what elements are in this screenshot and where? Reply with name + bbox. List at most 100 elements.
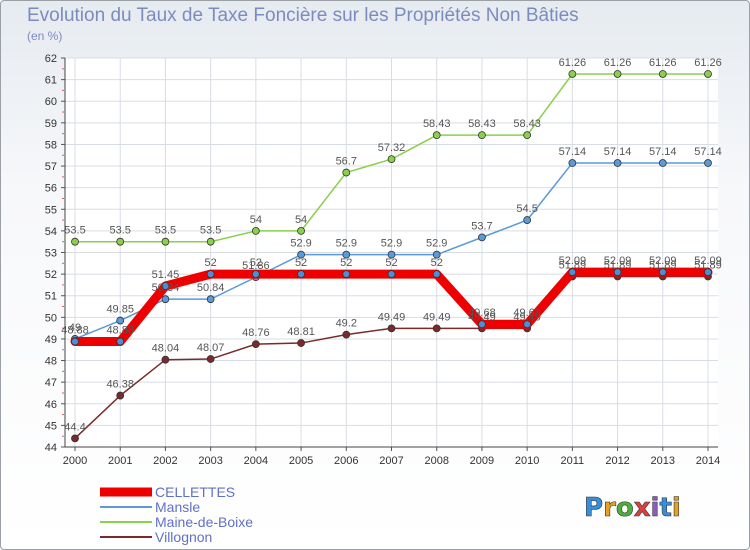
y-tick-label: 48 — [45, 356, 57, 368]
data-label-villognon: 49.49 — [423, 311, 451, 323]
data-label-maine-de-boixe: 58.43 — [468, 118, 496, 130]
y-tick-label: 56 — [45, 183, 57, 195]
y-tick-label: 54 — [45, 226, 57, 238]
data-label-maine-de-boixe: 61.26 — [559, 57, 587, 69]
x-tick-label: 2012 — [605, 455, 629, 467]
data-point-mansle — [658, 159, 667, 167]
data-label-villognon: 51.89 — [649, 259, 677, 271]
data-point-maine-de-boixe — [251, 226, 260, 235]
y-tick-label: 57 — [45, 161, 57, 173]
data-point-maine-de-boixe — [432, 131, 441, 140]
data-point-mansle — [342, 250, 351, 259]
data-label-maine-de-boixe: 61.26 — [604, 57, 632, 69]
data-label-maine-de-boixe: 61.26 — [694, 57, 722, 69]
data-label-cellettes: 48.88 — [61, 325, 89, 337]
data-label-maine-de-boixe: 54 — [250, 214, 262, 226]
y-tick-label: 44 — [45, 442, 57, 454]
data-label-mansle: 50.84 — [152, 282, 180, 294]
data-point-mansle — [206, 295, 215, 304]
legend-item-villognon: Villognon — [100, 529, 212, 545]
data-point-villognon — [297, 339, 305, 347]
data-point-maine-de-boixe — [478, 131, 486, 140]
data-point-mansle — [387, 250, 396, 259]
data-label-mansle: 49.85 — [106, 304, 134, 316]
data-point-cellettes — [297, 270, 305, 279]
data-point-maine-de-boixe — [116, 237, 125, 246]
x-tick-label: 2010 — [515, 455, 539, 467]
data-point-mansle — [613, 159, 622, 167]
data-label-cellettes: 52 — [250, 257, 262, 269]
data-label-cellettes: 52.09 — [694, 255, 722, 267]
data-label-villognon: 48.04 — [152, 343, 180, 355]
data-label-mansle: 52.9 — [290, 238, 311, 250]
data-label-mansle: 52.9 — [381, 238, 402, 250]
series-cellettes — [70, 267, 713, 347]
data-label-villognon: 49.49 — [378, 311, 406, 323]
labels-mansle: 49 49.85 50.84 50.84 51.86 52.9 52.9 52.9 52.9 53… — [69, 146, 722, 334]
data-label-villognon: 48.81 — [287, 326, 315, 338]
x-tick-label: 2005 — [289, 455, 313, 467]
data-point-mansle — [704, 159, 712, 167]
x-tick-label: 2003 — [198, 455, 222, 467]
x-tick-label: 2002 — [153, 455, 177, 467]
series-maine-de-boixe — [71, 70, 712, 246]
data-label-mansle: 49 — [69, 322, 81, 334]
legend-label-villognon: Villognon — [155, 529, 212, 545]
data-label-villognon: 49.2 — [336, 318, 357, 330]
data-label-villognon: 51.89 — [604, 259, 632, 271]
y-tick-label: 58 — [45, 139, 57, 151]
data-label-maine-de-boixe: 53.5 — [110, 225, 131, 237]
data-point-maine-de-boixe — [704, 70, 712, 78]
data-point-mansle — [523, 216, 532, 224]
data-label-cellettes: 52.09 — [559, 255, 587, 267]
data-label-maine-de-boixe: 61.26 — [649, 57, 677, 69]
data-label-villognon: 51.89 — [559, 259, 587, 271]
data-label-mansle: 57.14 — [559, 146, 587, 158]
legend-item-mansle: Mansle — [100, 499, 200, 515]
data-point-villognon — [206, 355, 215, 363]
data-point-cellettes — [387, 270, 396, 279]
data-point-cellettes — [478, 320, 486, 329]
data-label-maine-de-boixe: 53.5 — [200, 225, 221, 237]
data-point-mansle — [568, 159, 577, 167]
data-label-mansle: 57.14 — [604, 146, 632, 158]
data-label-maine-de-boixe: 58.43 — [513, 118, 541, 130]
data-point-maine-de-boixe — [161, 237, 170, 246]
y-tick-label: 50 — [45, 312, 57, 324]
y-tick-label: 62 — [45, 53, 57, 65]
data-label-villognon: 46.38 — [106, 379, 134, 391]
legend-item-cellettes: CELLETTES — [100, 484, 235, 500]
data-label-maine-de-boixe: 54 — [295, 214, 307, 226]
proxiti-logo-text: Proxiti — [584, 493, 681, 523]
data-label-villognon: 48.76 — [242, 327, 270, 339]
data-label-cellettes: 49.68 — [468, 307, 496, 319]
data-label-maine-de-boixe: 56.7 — [336, 156, 357, 168]
data-point-maine-de-boixe — [206, 237, 215, 246]
y-tick-label: 49 — [45, 334, 57, 346]
data-point-cellettes — [206, 270, 215, 279]
data-label-cellettes: 52.09 — [649, 255, 677, 267]
data-point-cellettes — [658, 268, 667, 277]
data-label-villognon: 44.4 — [64, 421, 85, 433]
data-point-maine-de-boixe — [387, 155, 396, 164]
x-tick-label: 2007 — [379, 455, 403, 467]
data-point-maine-de-boixe — [297, 226, 305, 235]
data-point-cellettes — [116, 337, 125, 346]
data-point-mansle — [478, 233, 486, 242]
data-label-cellettes: 52 — [431, 257, 443, 269]
y-tick-label: 59 — [45, 118, 57, 130]
x-tick-label: 2000 — [63, 455, 87, 467]
proxiti-logo: Proxiti — [584, 493, 681, 524]
data-point-maine-de-boixe — [568, 70, 577, 78]
y-tick-label: 53 — [45, 248, 57, 260]
data-label-mansle: 54.5 — [516, 203, 537, 215]
legend-label-mansle: Mansle — [155, 499, 200, 515]
data-label-mansle: 51.86 — [242, 260, 270, 272]
data-label-villognon: 51.89 — [694, 259, 722, 271]
data-label-maine-de-boixe: 58.43 — [423, 118, 451, 130]
data-point-mansle — [116, 316, 125, 325]
x-tick-label: 2013 — [651, 455, 675, 467]
data-point-mansle — [161, 295, 170, 304]
